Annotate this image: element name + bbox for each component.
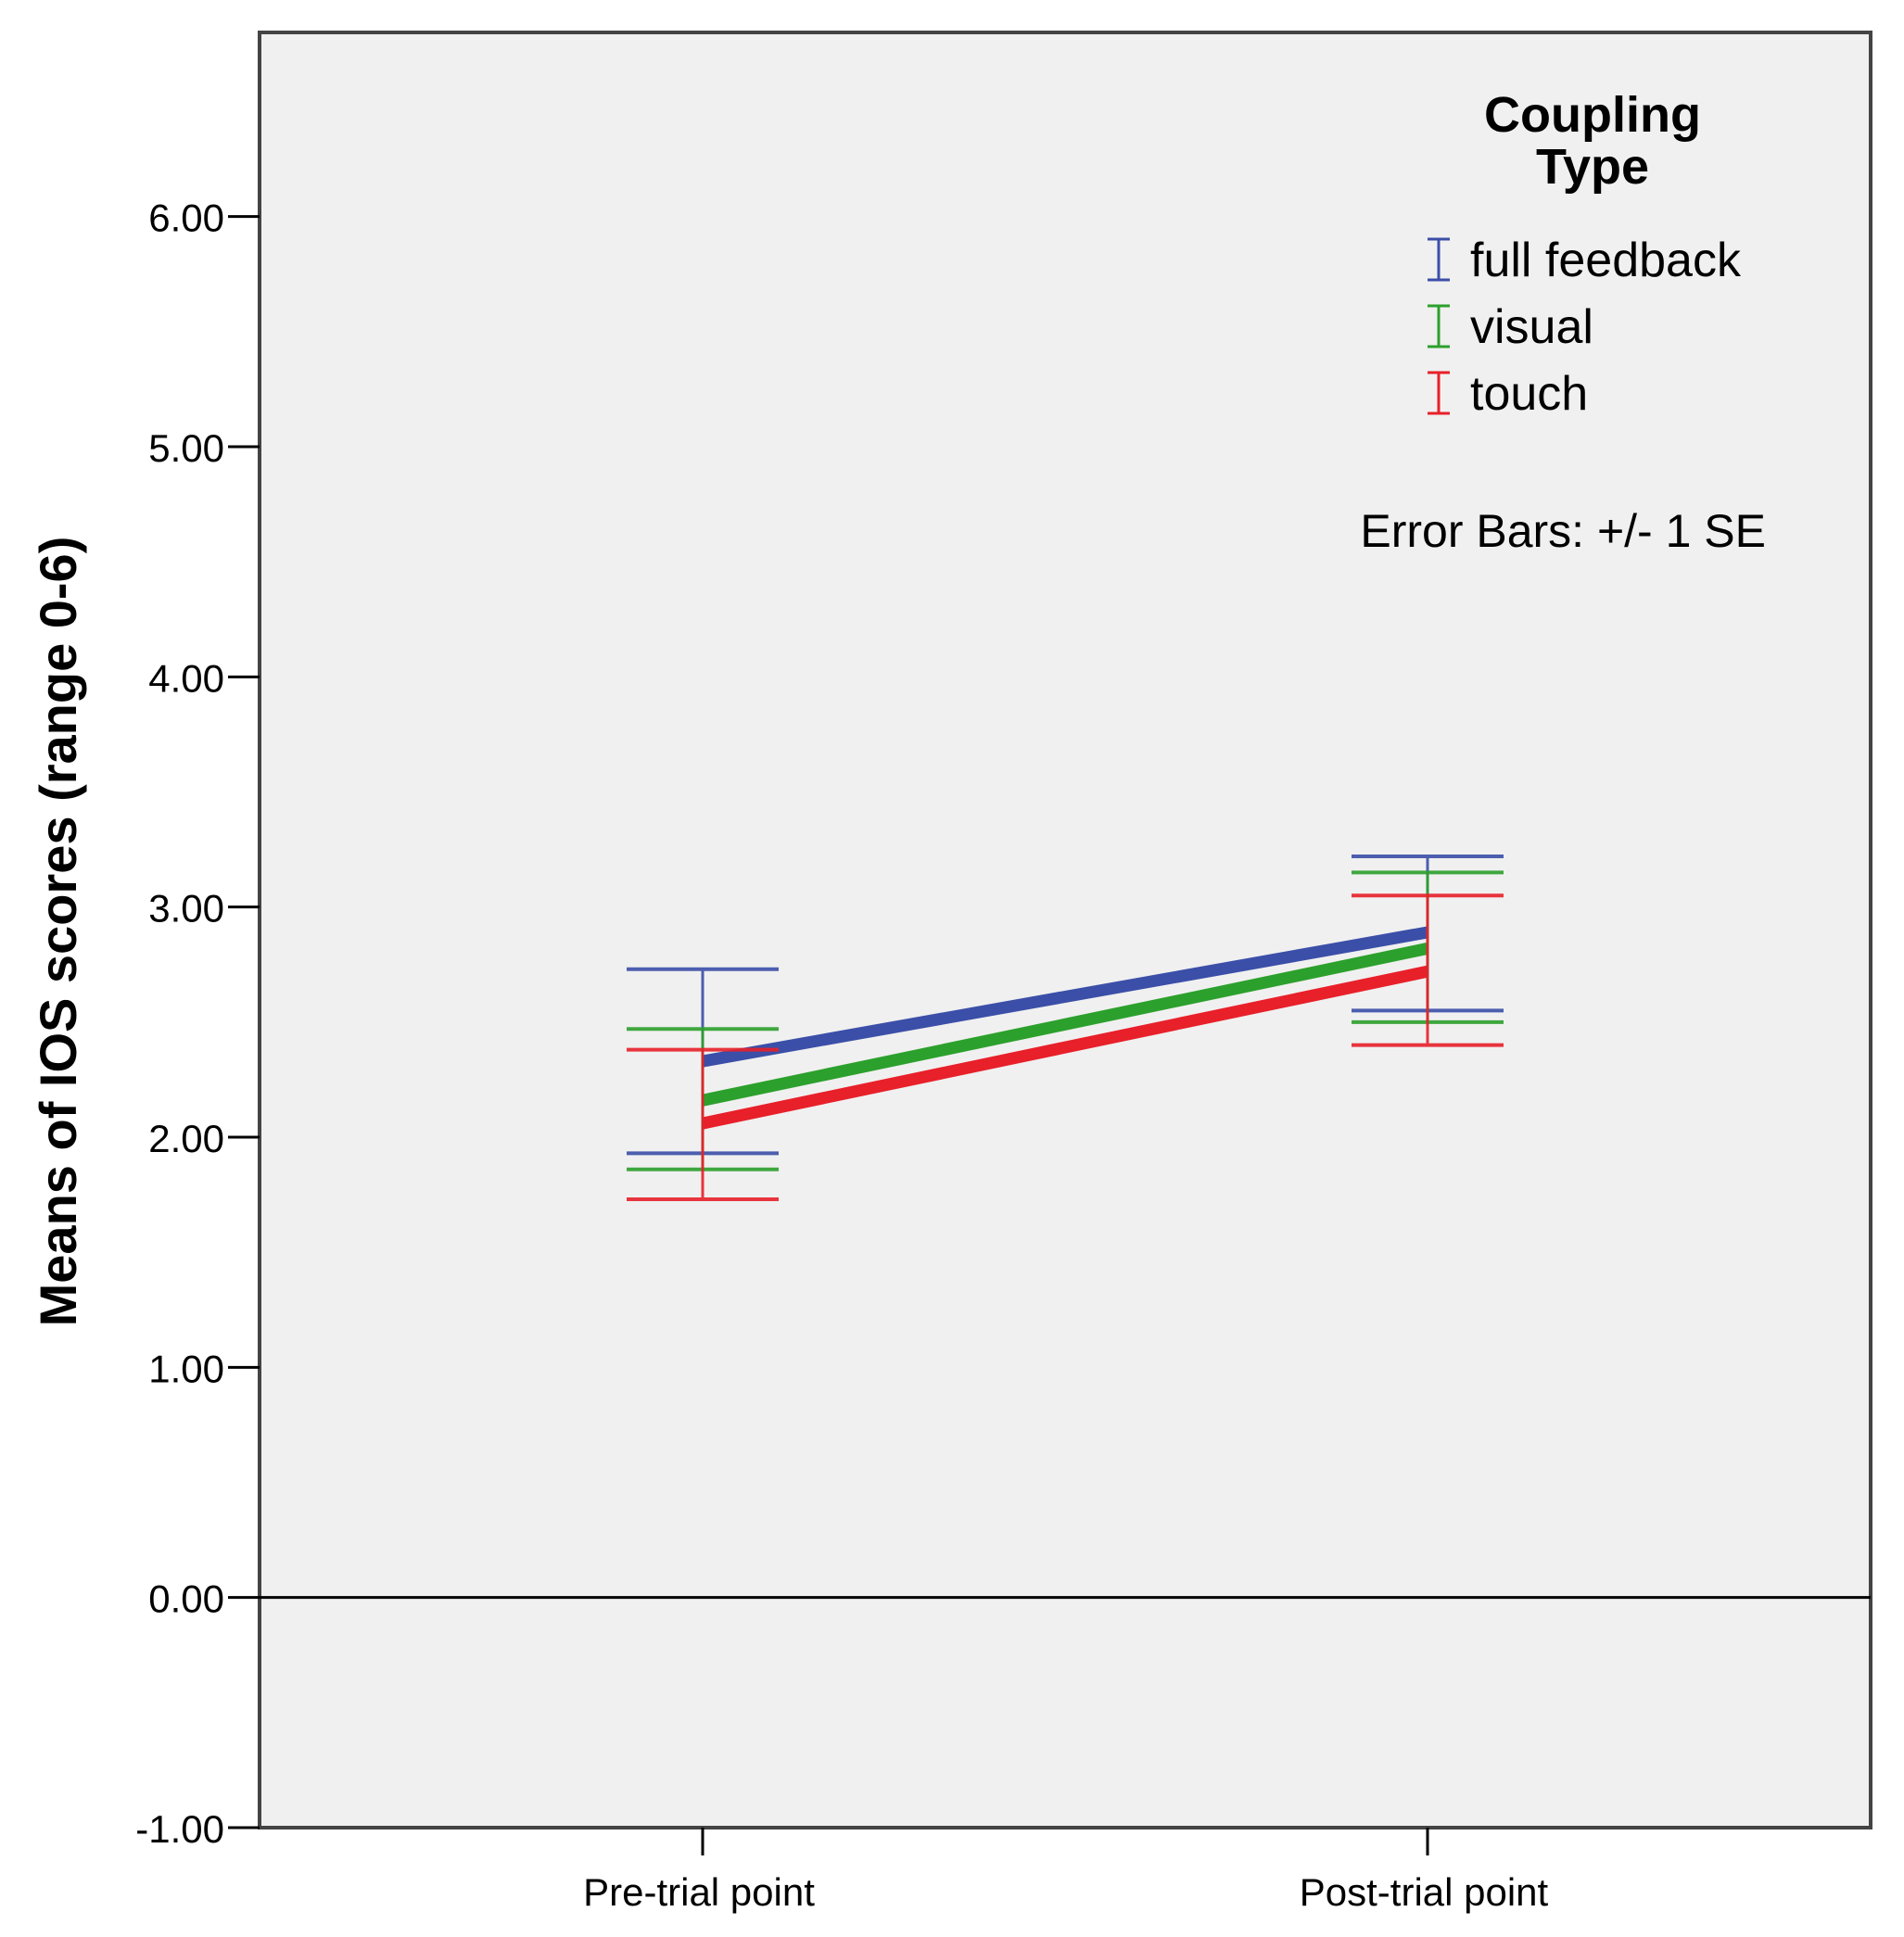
legend-title-line2: Type [1536, 139, 1649, 195]
error-bar-touch [627, 1047, 779, 1202]
x-tick-label: Pre-trial point [583, 1870, 815, 1914]
y-tick-label: 6.00 [148, 196, 224, 240]
legend-label: touch [1470, 367, 1588, 421]
legend-item-full-feedback: full feedback [1428, 234, 1742, 287]
y-tick-label: 0.00 [148, 1577, 224, 1621]
legend-title-line1: Coupling [1484, 87, 1701, 143]
y-tick-label: -1.00 [135, 1807, 224, 1851]
y-tick-label: 3.00 [148, 887, 224, 931]
legend-label: full feedback [1470, 234, 1742, 287]
x-tick-label: Post-trial point [1300, 1870, 1549, 1914]
legend-item-touch: touch [1428, 367, 1588, 421]
y-tick-label: 5.00 [148, 426, 224, 470]
error-bars-annotation: Error Bars: +/- 1 SE [1360, 505, 1766, 557]
series-line-visual [701, 943, 1429, 1107]
legend-label: visual [1470, 300, 1593, 354]
y-axis-label: Means of IOS scores (range 0-6) [29, 537, 87, 1327]
error-bar-touch [1352, 893, 1504, 1047]
series-line-touch [701, 965, 1429, 1130]
y-tick-label: 1.00 [148, 1347, 224, 1390]
y-tick-label: 4.00 [148, 656, 224, 700]
series-line-full-feedback [701, 926, 1429, 1068]
legend-item-visual: visual [1428, 300, 1593, 354]
y-tick-label: 2.00 [148, 1117, 224, 1160]
plot-area [258, 31, 1872, 1829]
